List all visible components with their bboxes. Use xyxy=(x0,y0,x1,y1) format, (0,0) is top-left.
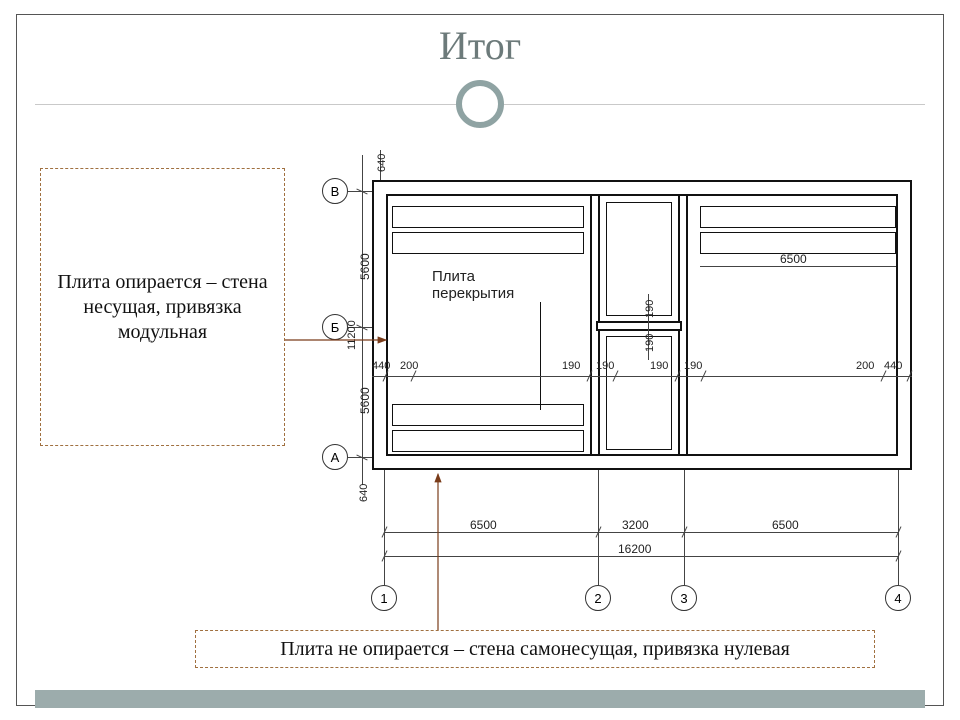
decor-circle-icon xyxy=(456,80,504,128)
dim-640-top: 640 xyxy=(376,154,388,172)
dim-640-bot: 640 xyxy=(358,484,370,502)
dim-5600a: 5600 xyxy=(358,253,372,280)
dim-bottom-overall-line xyxy=(384,556,898,557)
dim-tick xyxy=(380,371,390,381)
dim-inner: 200 xyxy=(856,360,874,372)
callout-bottom: Плита не опирается – стена самонесущая, … xyxy=(195,630,875,668)
dim-tick xyxy=(593,527,603,537)
axis-bubble-v: В xyxy=(322,178,348,204)
dim-tick xyxy=(904,371,914,381)
callout-left: Плита опирается – стена несущая, привязк… xyxy=(40,168,285,446)
slab xyxy=(700,232,896,254)
slab xyxy=(606,202,672,316)
dim-tick xyxy=(357,186,367,196)
dim-tick xyxy=(379,527,389,537)
dim-11200: 11200 xyxy=(346,320,358,350)
dim-tick xyxy=(893,551,903,561)
axis-bubble-h: 1 xyxy=(371,585,397,611)
axis-label: 4 xyxy=(894,591,901,606)
axis-label: 1 xyxy=(380,591,387,606)
dim-inner-v: 190 xyxy=(644,300,656,318)
dim-left-chain-line xyxy=(362,155,363,485)
slab xyxy=(392,404,584,426)
dim-6500b: 6500 xyxy=(772,518,799,532)
callout-bottom-text: Плита не опирается – стена самонесущая, … xyxy=(280,637,790,662)
axis-bubble-h: 3 xyxy=(671,585,697,611)
dim-bottom-chain-line xyxy=(384,532,898,533)
bottom-accent-bar xyxy=(35,690,925,708)
dim-tick xyxy=(672,371,682,381)
dim-tick xyxy=(379,551,389,561)
dim-tick xyxy=(357,322,367,332)
slab xyxy=(700,206,896,228)
dim-inner-v: 190 xyxy=(644,334,656,352)
dim-topright-line xyxy=(700,266,896,267)
plan-leader xyxy=(540,302,541,410)
dim-inner: 190 xyxy=(562,360,580,372)
dim-topright: 6500 xyxy=(780,252,807,266)
slab xyxy=(606,336,672,450)
axis-label: В xyxy=(331,184,340,199)
axis-bubble-h: 2 xyxy=(585,585,611,611)
axis-label: 2 xyxy=(594,591,601,606)
dim-16200: 16200 xyxy=(618,542,651,556)
dim-tick xyxy=(878,371,888,381)
axis-bubble-h: 4 xyxy=(885,585,911,611)
slab xyxy=(392,232,584,254)
dim-tick xyxy=(610,371,620,381)
axis-label: 3 xyxy=(680,591,687,606)
dim-6500a: 6500 xyxy=(470,518,497,532)
dim-inner-row-line xyxy=(372,376,912,377)
slab xyxy=(392,206,584,228)
axis-label: Б xyxy=(331,320,340,335)
dim-inner: 190 xyxy=(650,360,668,372)
callout-left-text: Плита опирается – стена несущая, привязк… xyxy=(55,270,270,345)
dim-tick xyxy=(584,371,594,381)
plan-inner-wall-3 xyxy=(596,321,682,331)
dim-3200: 3200 xyxy=(622,518,649,532)
dim-5600b: 5600 xyxy=(358,387,372,414)
dim-tick xyxy=(357,452,367,462)
axis-bubble-v: А xyxy=(322,444,348,470)
axis-bubble-v: Б xyxy=(322,314,348,340)
dim-tick xyxy=(679,527,689,537)
plan-note-label: Плита перекрытия xyxy=(432,268,514,303)
dim-tick xyxy=(408,371,418,381)
dim-tick xyxy=(893,527,903,537)
page-title: Итог xyxy=(0,22,960,69)
slab xyxy=(392,430,584,452)
dim-tick xyxy=(698,371,708,381)
slide: Итог Плита опирается – стена несущая, пр… xyxy=(0,0,960,720)
axis-label: А xyxy=(331,450,340,465)
